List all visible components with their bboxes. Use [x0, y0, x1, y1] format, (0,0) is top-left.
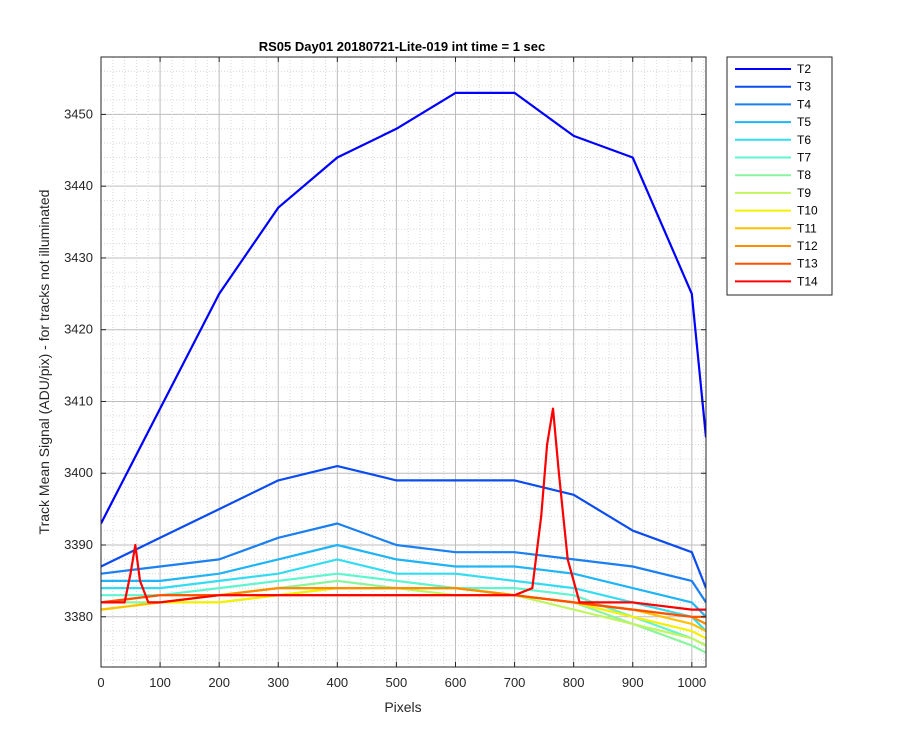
- series-line-t3: [101, 465, 706, 589]
- y-tick-label: 3400: [64, 465, 93, 480]
- y-tick-label: 3440: [64, 178, 93, 193]
- x-tick-label: 100: [149, 675, 171, 690]
- legend-label-t13: T13: [797, 257, 818, 271]
- legend-label-t5: T5: [797, 115, 811, 129]
- y-tick-label: 3390: [64, 537, 93, 552]
- series-line-t4: [101, 522, 706, 604]
- legend-label-t6: T6: [797, 133, 811, 147]
- series-line-t6: [101, 558, 706, 632]
- x-tick-label: 0: [97, 675, 104, 690]
- legend-label-t7: T7: [797, 151, 811, 165]
- x-tick-label: 900: [622, 675, 644, 690]
- legend-label-t2: T2: [797, 62, 811, 76]
- series-layer: [101, 91, 706, 654]
- y-tick-label: 3380: [64, 609, 93, 624]
- x-tick-label: 400: [326, 675, 348, 690]
- legend-label-t9: T9: [797, 186, 811, 200]
- legend-label-t4: T4: [797, 97, 811, 111]
- legend-label-t14: T14: [797, 274, 818, 288]
- legend-label-t12: T12: [797, 239, 818, 253]
- y-tick-label: 3430: [64, 250, 93, 265]
- y-tick-label: 3410: [64, 393, 93, 408]
- legend-label-t8: T8: [797, 168, 811, 182]
- x-tick-label: 200: [208, 675, 230, 690]
- y-axis-label: Track Mean Signal (ADU/pix) - for tracks…: [36, 190, 52, 535]
- x-tick-label: 1000: [677, 675, 706, 690]
- axis-ticks: 0 100 200 300 400 500 600 700 800 900 1000 3380 3390…: [64, 57, 706, 690]
- chart-title: RS05 Day01 20180721-Lite-019 int time = …: [259, 39, 546, 54]
- plot-area: [101, 57, 706, 667]
- plot-frame: [100, 56, 707, 668]
- legend: T2 T3 T4 T5 T6 T7 T8 T9 T10 T11 T12 T13 T14: [726, 56, 833, 296]
- legend-label-t3: T3: [797, 80, 811, 94]
- y-tick-label: 3450: [64, 106, 93, 121]
- x-tick-label: 800: [563, 675, 585, 690]
- legend-label-t11: T11: [797, 221, 817, 235]
- x-tick-label: 700: [504, 675, 526, 690]
- x-tick-label: 500: [386, 675, 408, 690]
- x-tick-label: 600: [445, 675, 467, 690]
- grid: [100, 56, 706, 667]
- y-tick-label: 3420: [64, 322, 93, 337]
- x-axis-label: Pixels: [384, 699, 421, 715]
- series-line-t2: [101, 91, 706, 525]
- x-tick-label: 300: [267, 675, 289, 690]
- series-line-t7: [101, 572, 706, 647]
- series-line-t5: [101, 543, 706, 618]
- series-line-t14: [101, 407, 706, 611]
- legend-label-t10: T10: [797, 204, 818, 218]
